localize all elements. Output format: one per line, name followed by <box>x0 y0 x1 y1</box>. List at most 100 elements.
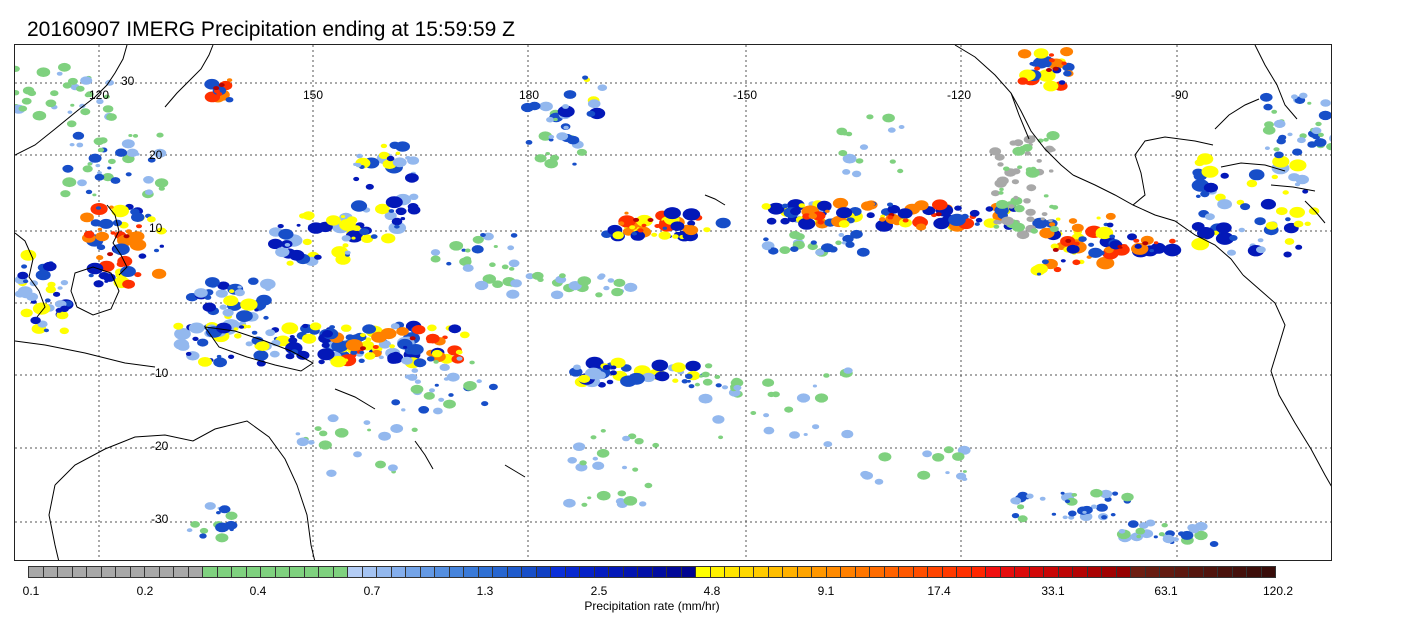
precip-cell <box>188 322 205 334</box>
precip-cell <box>1256 246 1266 254</box>
precip-core <box>1121 244 1128 249</box>
precip-cell <box>433 360 439 364</box>
precip-cell <box>446 372 460 382</box>
precip-core <box>218 83 225 87</box>
precip-cell <box>1090 504 1098 509</box>
precip-cell <box>397 338 413 350</box>
precip-cell <box>302 323 309 329</box>
precip-cell <box>662 226 667 230</box>
precip-cell <box>590 435 597 440</box>
precip-cell <box>192 336 199 341</box>
colorbar-swatch <box>667 567 682 577</box>
precip-core <box>107 252 114 257</box>
precip-cell <box>1106 222 1114 228</box>
colorbar-swatch <box>1232 567 1247 577</box>
precip-cell <box>634 438 644 445</box>
precip-cell <box>842 169 851 175</box>
precip-cell <box>79 103 86 109</box>
colorbar-swatch <box>449 567 464 577</box>
precip-cell <box>126 148 139 157</box>
precip-cell <box>95 163 101 168</box>
precip-cell <box>1017 49 1032 59</box>
colorbar-swatch <box>348 567 363 577</box>
precip-cell <box>329 325 335 330</box>
precip-cell <box>461 248 467 252</box>
precip-cell <box>431 349 443 358</box>
precip-cell <box>1026 184 1037 192</box>
precip-cell <box>387 464 398 472</box>
precip-cell <box>1295 174 1309 185</box>
precip-cell <box>559 273 566 279</box>
precip-cell <box>781 203 789 209</box>
precip-cell <box>295 432 301 436</box>
precip-cell <box>462 264 474 272</box>
precip-cell <box>733 384 742 391</box>
precip-cell <box>961 477 968 481</box>
colorbar-swatch <box>783 567 798 577</box>
precip-cell <box>969 209 980 217</box>
colorbar-swatch <box>1073 567 1088 577</box>
precip-cell <box>563 498 576 508</box>
precip-cell <box>1068 218 1078 224</box>
precip-cell <box>22 279 29 284</box>
precip-cell <box>134 272 142 278</box>
precip-core <box>1048 58 1055 63</box>
precip-cell <box>60 190 71 198</box>
colorbar-swatch <box>942 567 957 577</box>
precip-cell <box>1217 199 1232 210</box>
precip-cell <box>688 384 695 389</box>
precip-cell <box>898 218 912 228</box>
precip-cell <box>93 137 105 146</box>
precip-cell <box>129 231 145 242</box>
precip-cell <box>882 113 895 123</box>
precip-core <box>372 345 379 349</box>
coastline-segment <box>1254 45 1298 120</box>
colorbar-swatch <box>1174 567 1189 577</box>
precip-cell <box>411 368 419 373</box>
precip-cell <box>459 257 472 266</box>
precip-cell <box>365 183 374 190</box>
precip-cell <box>856 247 870 257</box>
colorbar-tick-label: 1.3 <box>476 584 494 598</box>
precip-cell <box>248 277 259 285</box>
precip-cell <box>1293 220 1304 228</box>
precip-cell <box>197 338 209 347</box>
coastline-segment <box>15 232 46 318</box>
precip-cell <box>95 206 102 210</box>
precip-cell <box>1051 512 1057 516</box>
precip-cell <box>548 138 554 142</box>
precip-cell <box>1068 510 1077 517</box>
precip-cell <box>1013 195 1019 200</box>
precip-cell <box>1071 493 1078 497</box>
precipitation-colorbar <box>28 566 1276 578</box>
colorbar-swatch <box>1058 567 1073 577</box>
precip-cell <box>1050 243 1059 250</box>
precip-cell <box>198 357 212 367</box>
precip-cell <box>381 233 396 244</box>
precip-cell <box>205 277 220 288</box>
precip-cell <box>842 234 854 243</box>
precip-cell <box>96 255 104 261</box>
precip-cell <box>1121 492 1134 502</box>
precip-cell <box>916 223 927 231</box>
colorbar-tick-label: 2.5 <box>590 584 608 598</box>
precip-cell <box>780 217 790 225</box>
precip-cell <box>275 247 290 258</box>
precip-cell <box>217 281 230 290</box>
colorbar-swatch <box>493 567 508 577</box>
precip-cell <box>1032 57 1049 69</box>
precip-cell <box>609 370 617 376</box>
precip-cell <box>1062 515 1068 520</box>
precip-cell <box>1297 137 1306 144</box>
precip-cell <box>66 120 77 128</box>
precip-cell <box>1162 534 1175 544</box>
precip-cell <box>1003 166 1010 172</box>
precip-cell <box>1025 208 1036 216</box>
longitude-label: 180 <box>519 88 540 102</box>
precip-cell <box>838 220 850 228</box>
precip-cell <box>204 295 212 300</box>
precip-cell <box>45 99 57 108</box>
precip-cell <box>481 401 489 407</box>
precip-cell <box>1008 204 1015 209</box>
precip-cell <box>370 234 378 239</box>
